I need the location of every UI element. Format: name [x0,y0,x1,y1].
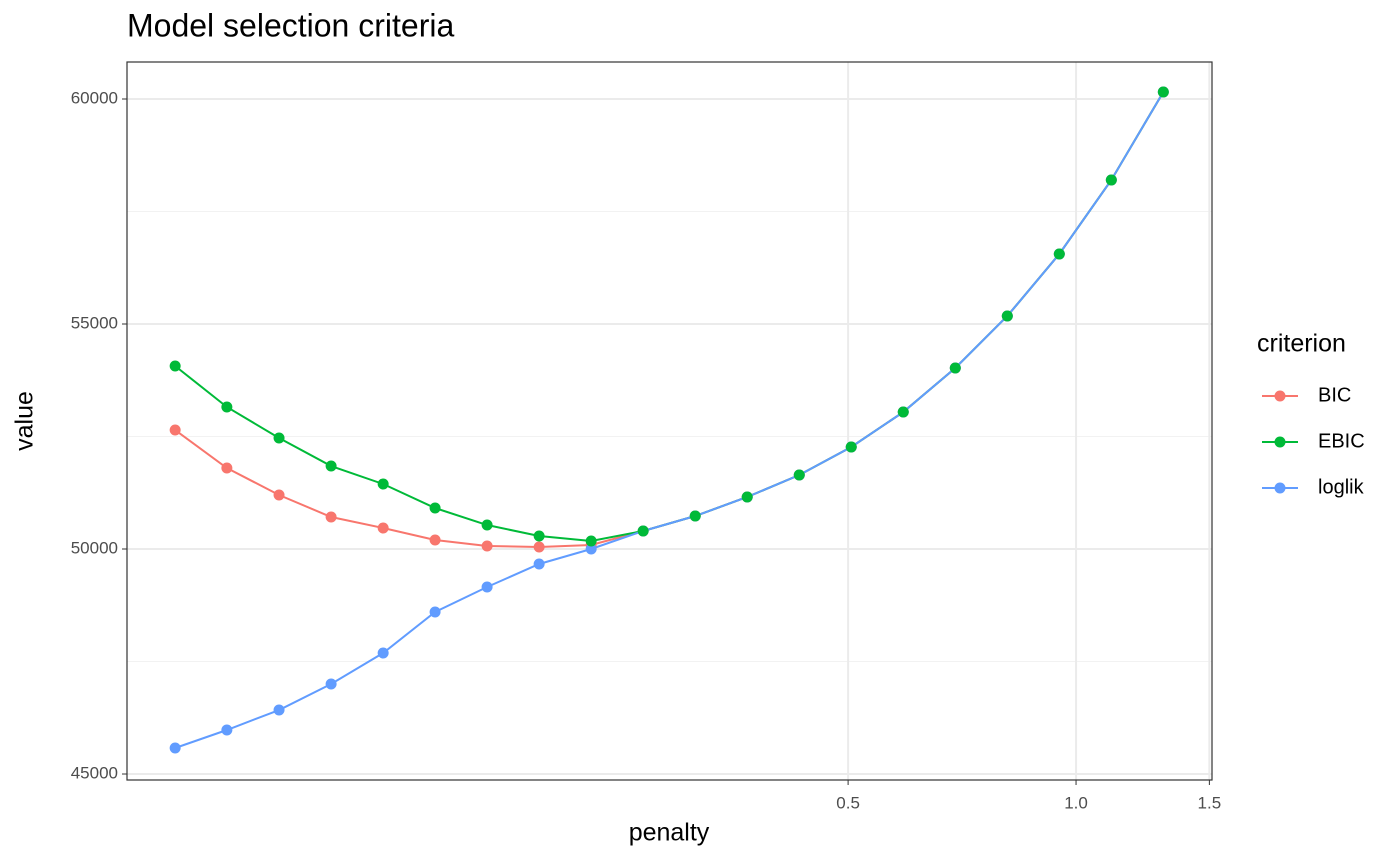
legend-marker [1274,436,1286,448]
data-point [585,535,597,547]
data-point [325,678,337,690]
data-point [377,478,389,490]
legend-marker [1274,390,1286,402]
panel-border [126,61,1213,781]
data-point [481,581,493,593]
legend-marker [1274,482,1286,494]
series-line [174,91,1165,749]
data-point [377,522,389,534]
data-point [533,530,545,542]
data-point [377,647,389,659]
y-tick-label: 55000 [71,313,118,332]
panel-background [127,62,1212,780]
data-point [689,510,701,522]
data-point [273,489,285,501]
data-point [949,362,961,374]
y-tick-label: 45000 [71,763,118,782]
x-tick-label: 1.5 [1198,793,1222,812]
data-point [481,540,493,552]
x-tick-label: 0.5 [836,793,860,812]
y-tick-label: 60000 [71,88,118,107]
legend-label: EBIC [1318,430,1365,452]
data-point [845,441,857,453]
data-point [221,462,233,474]
x-axis-label: penalty [629,819,710,847]
data-point [429,606,441,618]
legend-title: criterion [1257,330,1346,358]
y-tick-label: 50000 [71,538,118,557]
data-point [221,724,233,736]
data-point [585,543,597,555]
data-point [273,704,285,716]
data-point [637,525,649,537]
data-point [741,491,753,503]
data-point [325,460,337,472]
data-point [533,558,545,570]
data-point [273,432,285,444]
data-point [897,406,909,418]
data-point [169,742,181,754]
data-point [1053,248,1065,260]
data-point [1001,310,1013,322]
data-point [429,534,441,546]
data-point [429,502,441,514]
data-point [1157,86,1169,98]
data-point [169,360,181,372]
x-tick-label: 1.0 [1064,793,1088,812]
legend-label: BIC [1318,384,1351,406]
chart-title: Model selection criteria [127,7,454,43]
data-point [169,424,181,436]
data-point [533,541,545,553]
data-point [793,469,805,481]
y-axis-label: value [11,391,39,451]
data-point [221,401,233,413]
data-point [1105,174,1117,186]
legend-label: loglik [1318,476,1365,498]
data-point [325,511,337,523]
data-point [481,519,493,531]
